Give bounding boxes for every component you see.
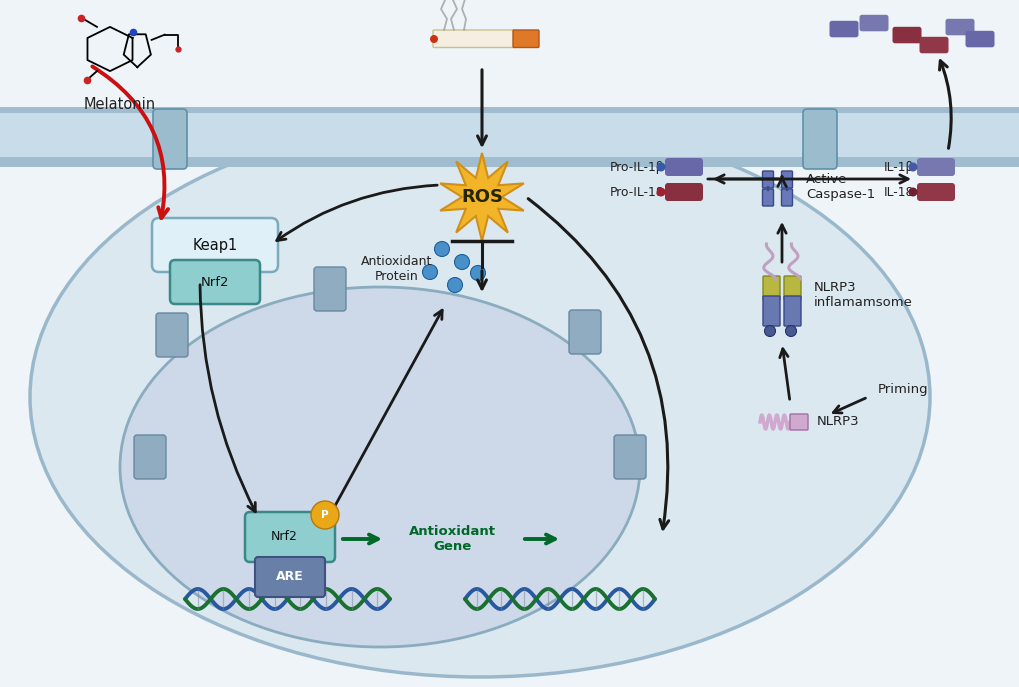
Circle shape — [470, 265, 485, 280]
Text: P: P — [321, 510, 328, 520]
FancyBboxPatch shape — [762, 296, 780, 326]
FancyBboxPatch shape — [255, 557, 325, 597]
Text: Antioxidant
Gene: Antioxidant Gene — [408, 525, 495, 553]
FancyBboxPatch shape — [170, 260, 260, 304]
Circle shape — [447, 278, 462, 293]
Ellipse shape — [120, 287, 639, 647]
Bar — [0, 107, 1019, 113]
FancyBboxPatch shape — [790, 414, 807, 430]
FancyBboxPatch shape — [965, 31, 994, 47]
Text: Pro-IL-1β: Pro-IL-1β — [609, 161, 663, 174]
Text: Pro-IL-18: Pro-IL-18 — [608, 185, 663, 199]
Circle shape — [656, 188, 664, 196]
Text: Antioxidant
Protein: Antioxidant Protein — [361, 255, 432, 283]
Text: IL-1β: IL-1β — [882, 161, 913, 174]
FancyArrowPatch shape — [777, 225, 786, 262]
Circle shape — [430, 35, 437, 43]
FancyBboxPatch shape — [664, 183, 702, 201]
FancyBboxPatch shape — [781, 171, 792, 188]
Circle shape — [656, 163, 664, 172]
FancyArrowPatch shape — [938, 60, 951, 148]
Text: Nrf2: Nrf2 — [201, 275, 229, 289]
FancyBboxPatch shape — [153, 109, 186, 169]
FancyBboxPatch shape — [156, 313, 187, 357]
Circle shape — [311, 501, 338, 529]
FancyBboxPatch shape — [828, 21, 858, 37]
FancyBboxPatch shape — [664, 158, 702, 176]
FancyArrowPatch shape — [777, 177, 786, 186]
Bar — [0, 157, 1019, 167]
FancyBboxPatch shape — [784, 296, 800, 326]
Text: Keap1: Keap1 — [193, 238, 237, 253]
Bar — [0, 111, 1019, 159]
FancyArrowPatch shape — [276, 185, 437, 240]
FancyArrowPatch shape — [93, 67, 168, 218]
FancyBboxPatch shape — [133, 435, 166, 479]
FancyBboxPatch shape — [513, 30, 538, 47]
FancyBboxPatch shape — [314, 267, 345, 311]
FancyArrowPatch shape — [331, 310, 442, 513]
Circle shape — [454, 254, 469, 269]
FancyArrowPatch shape — [528, 199, 668, 529]
Circle shape — [434, 242, 449, 256]
FancyBboxPatch shape — [781, 189, 792, 206]
Text: Nrf2: Nrf2 — [270, 530, 298, 543]
FancyBboxPatch shape — [762, 189, 772, 206]
Polygon shape — [440, 153, 524, 241]
FancyBboxPatch shape — [892, 27, 920, 43]
Text: ARE: ARE — [276, 570, 304, 583]
Circle shape — [422, 264, 437, 280]
Text: Priming: Priming — [877, 383, 927, 396]
Text: NLRP3
inflamamsome: NLRP3 inflamamsome — [813, 281, 912, 309]
FancyBboxPatch shape — [918, 37, 948, 54]
Circle shape — [764, 326, 774, 337]
Text: NLRP3: NLRP3 — [816, 414, 859, 427]
FancyBboxPatch shape — [152, 218, 278, 272]
FancyArrowPatch shape — [779, 349, 789, 399]
FancyArrowPatch shape — [200, 285, 255, 512]
Text: Melatonin: Melatonin — [84, 97, 156, 112]
FancyBboxPatch shape — [802, 109, 837, 169]
Ellipse shape — [30, 117, 929, 677]
FancyBboxPatch shape — [784, 276, 800, 300]
FancyBboxPatch shape — [916, 183, 954, 201]
Circle shape — [908, 188, 917, 196]
FancyBboxPatch shape — [245, 512, 334, 562]
Circle shape — [908, 163, 917, 172]
Text: IL-18: IL-18 — [882, 185, 913, 199]
FancyBboxPatch shape — [762, 276, 780, 300]
FancyBboxPatch shape — [433, 30, 515, 47]
FancyBboxPatch shape — [613, 435, 645, 479]
FancyBboxPatch shape — [569, 310, 600, 354]
FancyArrowPatch shape — [477, 70, 486, 145]
FancyBboxPatch shape — [916, 158, 954, 176]
FancyBboxPatch shape — [762, 171, 772, 188]
FancyArrowPatch shape — [833, 398, 864, 413]
Text: Active
Caspase-1: Active Caspase-1 — [805, 173, 874, 201]
FancyBboxPatch shape — [859, 15, 888, 32]
Text: ROS: ROS — [461, 188, 502, 206]
FancyBboxPatch shape — [945, 19, 973, 35]
Circle shape — [785, 326, 796, 337]
FancyArrowPatch shape — [707, 174, 907, 183]
